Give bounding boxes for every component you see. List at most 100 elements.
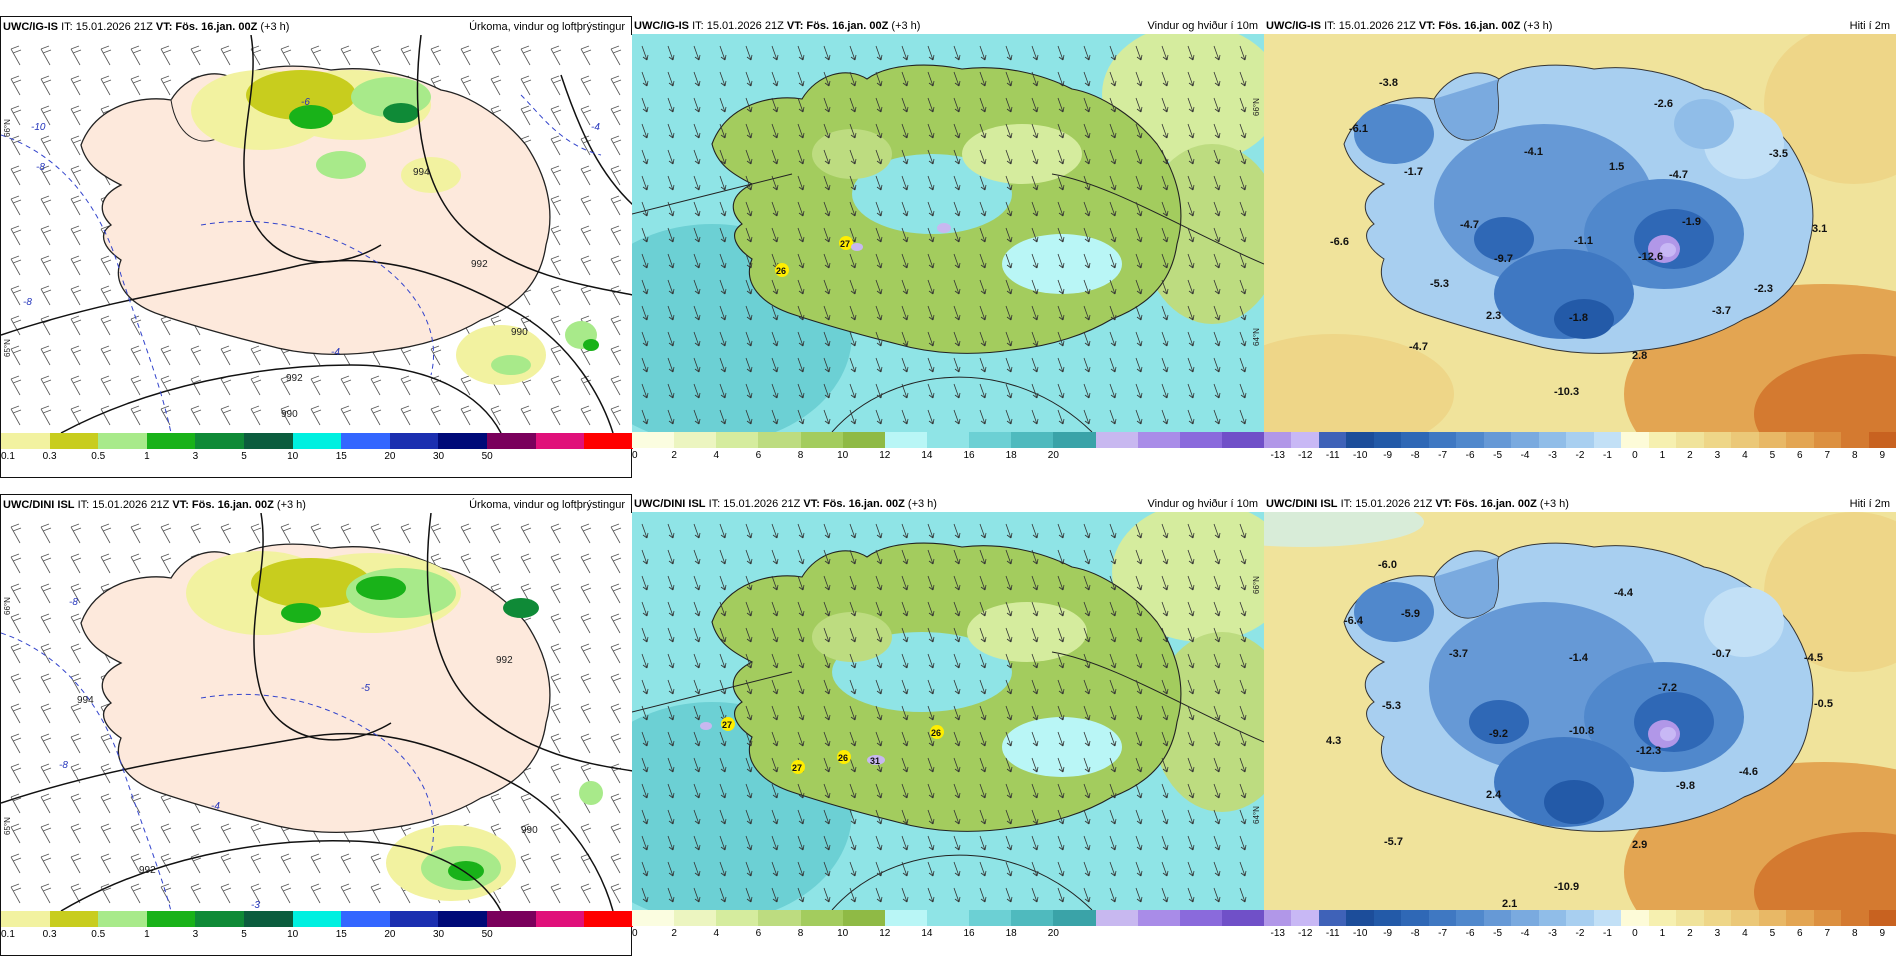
wind-map[interactable]: 27 27 26 31 26 xyxy=(632,512,1264,910)
wind-arrow-icon xyxy=(1031,253,1039,269)
wind-barb-icon xyxy=(490,45,502,66)
temp-map-svg: -3.8 -6.1 -4.1 -2.6 1.5 -4.7 -3.5 -1.7 -… xyxy=(1264,34,1896,432)
wind-arrow-icon xyxy=(745,45,753,61)
wind-arrow-icon xyxy=(1109,731,1117,747)
temp-tick-label: 0 xyxy=(1632,928,1638,939)
temp-map[interactable]: -3.8 -6.1 -4.1 -2.6 1.5 -4.7 -3.5 -1.7 -… xyxy=(1264,34,1896,432)
wind-arrow-icon xyxy=(927,861,935,877)
wind-barb-icon xyxy=(550,345,562,366)
wind-arrow-icon xyxy=(1213,71,1221,87)
wind-arrow-icon xyxy=(1187,627,1195,643)
precip-map[interactable]: 992 992 994 990 990 -10 -8 -8 -6 -4 -4 xyxy=(1,35,633,433)
wind-arrow-icon xyxy=(1109,357,1117,373)
wind-arrow-icon xyxy=(1005,627,1013,643)
wind-arrow-icon xyxy=(1239,679,1247,695)
wind-arrow-icon xyxy=(1187,731,1195,747)
wind-arrow-icon xyxy=(1161,705,1169,721)
wind-swatch xyxy=(1053,910,1096,926)
wind-arrow-icon xyxy=(849,383,857,399)
wind-barb-icon xyxy=(610,613,622,634)
wind-arrow-icon xyxy=(953,97,961,113)
wind-arrow-icon xyxy=(797,731,805,747)
wind-arrow-icon xyxy=(719,653,727,669)
wind-barb-icon xyxy=(10,105,22,126)
wind-arrow-icon xyxy=(1031,601,1039,617)
wind-barb-icon xyxy=(100,733,112,754)
wind-barb-icon xyxy=(580,583,592,604)
wind-arrow-icon xyxy=(745,383,753,399)
wind-tick-label: 6 xyxy=(755,450,762,461)
wind-arrow-icon xyxy=(1005,227,1013,243)
wind-arrow-icon xyxy=(849,357,857,373)
wind-arrow-icon xyxy=(719,809,727,825)
wind-barb-icon xyxy=(100,853,112,874)
panel-title: Hiti í 2m xyxy=(1849,498,1890,510)
precip-tick-label: 0.5 xyxy=(91,451,106,462)
wind-barb-icon xyxy=(190,45,202,66)
wind-swatch xyxy=(969,910,1012,926)
valid-time: VT: Fös. 16.jan. 00Z xyxy=(1418,20,1521,32)
wind-map[interactable]: 26 27 xyxy=(632,34,1264,432)
temp-map[interactable]: -6.0 -4.4 -6.4 -5.9 -3.7 -1.4 -0.7 -4.5 … xyxy=(1264,512,1896,910)
wind-barb-icon xyxy=(280,853,292,874)
wind-arrow-icon xyxy=(927,253,935,269)
wind-arrow-icon xyxy=(771,383,779,399)
wind-arrow-icon xyxy=(1057,409,1065,425)
precip-map-svg: 992 992 994 990 990 -10 -8 -8 -6 -4 -4 xyxy=(1,35,633,433)
wind-arrow-icon xyxy=(771,627,779,643)
temp-swatch xyxy=(1703,432,1732,448)
wind-arrow-icon xyxy=(927,71,935,87)
wind-swatch xyxy=(674,910,717,926)
temp-colorbar: -13 -12 -11 -10 -9 -8 -7 -6 -5 -4 -3 -2 -1 0 1 2 3 4 5 6 7 8 9 xyxy=(1264,910,1897,954)
wind-barb-icon xyxy=(160,375,172,396)
wind-arrow-icon xyxy=(979,601,987,617)
wind-barb-icon xyxy=(610,883,622,904)
wind-arrow-icon xyxy=(719,861,727,877)
precip-map[interactable]: 992 992 994 990 -8 -8 -5 -4 -3 xyxy=(1,513,633,911)
wind-arrow-icon xyxy=(1213,835,1221,851)
wind-arrow-icon xyxy=(1187,653,1195,669)
wind-arrow-icon xyxy=(901,653,909,669)
precip-swatch xyxy=(341,433,390,449)
wind-arrow-icon xyxy=(1083,757,1091,773)
wind-arrow-icon xyxy=(667,705,675,721)
wind-barb-icon xyxy=(100,285,112,306)
wind-arrow-icon xyxy=(1031,71,1039,87)
wind-arrow-icon xyxy=(693,97,701,113)
wind-arrow-icon xyxy=(719,835,727,851)
wind-arrow-icon xyxy=(979,783,987,799)
wind-barb-icon xyxy=(160,523,172,544)
issue-time: IT: 15.01.2026 21Z xyxy=(692,20,784,32)
wind-arrow-icon xyxy=(1057,331,1065,347)
wind-barb-icon xyxy=(10,405,22,426)
wind-barb-icon xyxy=(520,75,532,96)
wind-arrow-icon xyxy=(771,783,779,799)
wind-arrow-icon xyxy=(979,835,987,851)
wind-swatches xyxy=(632,432,1265,448)
temp-label: -4.5 xyxy=(1804,652,1823,664)
wind-arrow-icon xyxy=(693,887,701,903)
temp-tick-label: 1 xyxy=(1659,450,1666,461)
wind-arrow-icon xyxy=(641,149,649,165)
wind-arrow-icon xyxy=(1187,409,1195,425)
temp-label: -12.3 xyxy=(1636,745,1661,757)
wind-arrow-icon xyxy=(719,227,727,243)
wind-arrow-icon xyxy=(901,45,909,61)
wind-arrow-icon xyxy=(901,97,909,113)
wind-arrow-icon xyxy=(1083,575,1091,591)
wind-arrow-icon xyxy=(1031,861,1039,877)
wind-arrow-icon xyxy=(693,123,701,139)
wind-arrow-icon xyxy=(823,835,831,851)
wind-arrow-icon xyxy=(1239,357,1247,373)
wind-arrow-icon xyxy=(953,149,961,165)
wind-arrow-icon xyxy=(745,123,753,139)
wind-arrow-icon xyxy=(1031,731,1039,747)
wind-arrow-icon xyxy=(771,705,779,721)
temp-swatch xyxy=(1346,910,1374,926)
wind-arrow-icon xyxy=(667,601,675,617)
temp-tick-label: 6 xyxy=(1797,928,1803,939)
wind-arrow-icon xyxy=(641,305,649,321)
wind-arrow-icon xyxy=(953,253,961,269)
precip-swatch xyxy=(292,911,342,927)
precip-swatch xyxy=(487,433,536,449)
